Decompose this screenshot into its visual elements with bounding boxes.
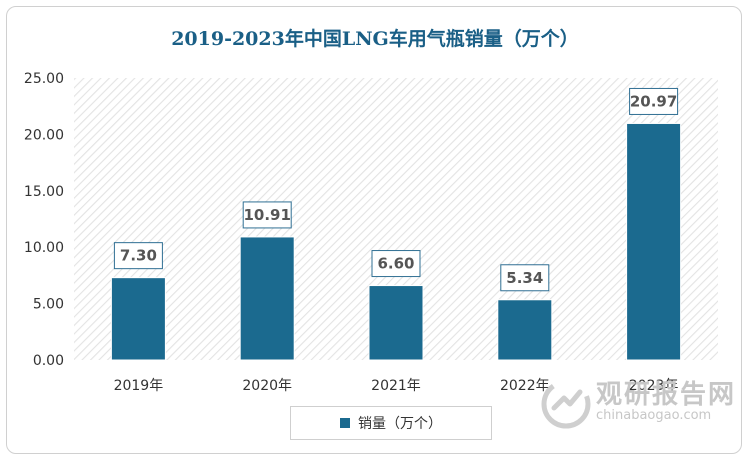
data-label: 7.30: [120, 247, 157, 265]
data-label-box: [242, 201, 292, 229]
data-label-box: [113, 242, 163, 270]
y-tick-label: 25.00: [24, 71, 64, 87]
data-label-box: [371, 250, 421, 278]
bar: [239, 236, 295, 361]
data-label: 6.60: [377, 255, 414, 273]
legend-swatch: [340, 418, 350, 428]
x-tick-label: 2023年: [629, 378, 679, 394]
chinabaogao-logo-icon: [541, 379, 591, 429]
x-axis: 2019年 2020年 2021年 2022年 2023年: [114, 378, 679, 394]
data-label: 10.91: [243, 206, 290, 224]
data-label-box: [500, 264, 550, 292]
bar: [368, 285, 424, 361]
x-tick-label: 2021年: [371, 378, 421, 394]
legend-label: 销量（万个）: [358, 416, 442, 432]
bar-series: 7.30 10.91 6.60 5.34 20.97: [110, 87, 682, 361]
data-label: 5.34: [506, 269, 543, 287]
watermark-text: 观研报告网: [596, 380, 737, 410]
x-tick-label: 2020年: [242, 378, 292, 394]
watermark-url: chinabaogao.com: [596, 408, 712, 423]
bar: [110, 277, 166, 361]
x-tick-label: 2022年: [500, 378, 550, 394]
y-tick-label: 15.00: [24, 184, 64, 200]
legend: 销量（万个）: [290, 406, 492, 440]
y-tick-label: 0.00: [33, 353, 64, 369]
data-label-box: [629, 87, 679, 115]
y-tick-label: 20.00: [24, 127, 64, 143]
bar: [497, 299, 553, 361]
y-tick-label: 10.00: [24, 240, 64, 256]
watermark: 观研报告网 chinabaogao.com: [540, 374, 740, 434]
x-tick-label: 2019年: [114, 378, 164, 394]
data-label: 20.97: [630, 92, 677, 110]
bar: [626, 122, 682, 361]
chart-title: 2019-2023年中国LNG车用气瓶销量（万个）: [171, 28, 579, 50]
y-axis: 0.00 5.00 10.00 15.00 20.00 25.00: [24, 71, 64, 369]
y-tick-label: 5.00: [33, 297, 64, 313]
